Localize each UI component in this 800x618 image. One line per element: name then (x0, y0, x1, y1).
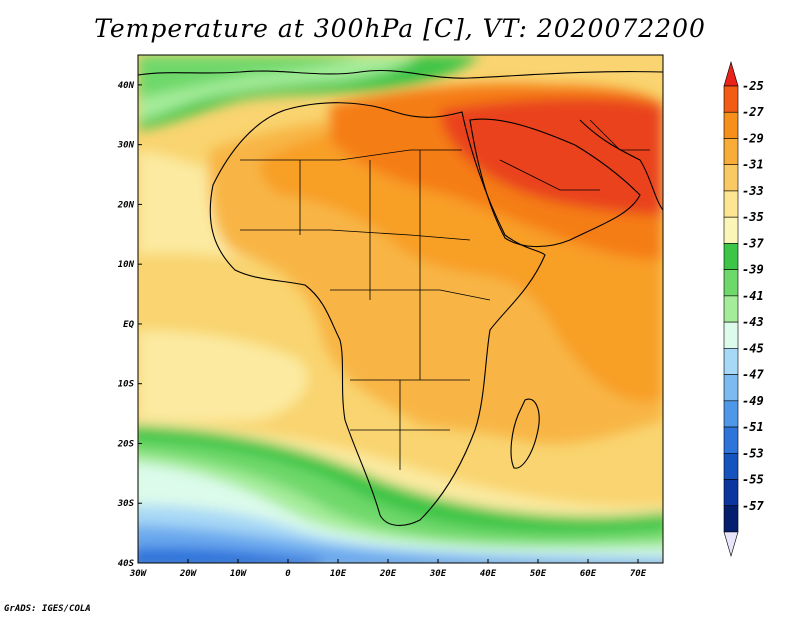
colorbar-label: -57 (742, 499, 764, 513)
lon-tick-label: 40E (480, 569, 497, 579)
lat-tick-label: 40S (118, 559, 135, 569)
footer-credit: GrADS: IGES/COLA (4, 604, 91, 614)
lat-tick-label: 30N (117, 141, 135, 151)
lat-tick-label: 30S (117, 499, 135, 509)
border-central (330, 289, 491, 301)
lat-tick-label: 20S (117, 439, 135, 449)
lon-tick-label: 10W (230, 569, 248, 579)
lon-tick-label: 50E (530, 569, 547, 579)
lat-tick-label: 20N (117, 200, 135, 210)
plot-frame (137, 54, 664, 564)
colorbar-box (723, 295, 739, 323)
field-hot-arabia (440, 98, 663, 215)
lat-tick-label: EQ (123, 320, 134, 330)
colorbar-label: -43 (742, 315, 764, 329)
colorbar-label: -39 (742, 263, 764, 277)
coastlines (138, 69, 663, 526)
colorbar-label: -31 (742, 158, 764, 172)
lon-tick-label: 20E (379, 569, 397, 579)
madagascar-coastline (510, 398, 540, 469)
temperature-field (138, 55, 663, 563)
field-blue-south (138, 525, 663, 563)
colorbar-label: -37 (742, 236, 764, 250)
latitude-labels: 40N 30N 20N 10N EQ 10S 20S 30S 40S (117, 81, 142, 569)
lat-tick-label: 40N (118, 81, 135, 91)
field-pale-atlantic (138, 330, 308, 423)
border-asia (589, 119, 650, 151)
colorbar-label: -49 (742, 394, 764, 408)
colorbar-top-arrow (723, 60, 739, 87)
colorbar-box (723, 138, 739, 166)
asia-coastline (579, 119, 663, 211)
colorbar-box (723, 348, 739, 375)
colorbar: -25 -27 -29 -31 -33 -35 -37 -39 -41 -43 -45 -47 -49 -… (723, 60, 764, 558)
colorbar-box (723, 164, 739, 192)
colorbar-box (723, 321, 739, 349)
colorbar-label: -51 (742, 420, 764, 434)
lat-tick-label: 10N (118, 260, 135, 270)
colorbar-bottom-arrow (723, 531, 739, 558)
colorbar-box (723, 243, 739, 270)
map-title: Temperature at 300hPa [C], VT: 202007220… (94, 14, 706, 43)
lat-tick-label: 10S (118, 380, 135, 390)
lon-tick-label: 10E (330, 569, 347, 579)
arabia-coastline (469, 118, 641, 248)
lon-tick-label: 70E (630, 569, 647, 579)
lon-tick-label: 0 (285, 569, 291, 579)
field-midgreen-north (138, 55, 360, 98)
colorbar-box (723, 452, 739, 480)
lon-tick-label: 60E (580, 569, 597, 579)
lon-tick-label: 20W (179, 569, 198, 579)
colorbar-label: -53 (742, 446, 764, 460)
lon-tick-label: 30E (429, 569, 447, 579)
africa-coastline (209, 102, 546, 526)
colorbar-box (723, 111, 739, 139)
colorbar-box (723, 426, 739, 454)
colorbar-label: -29 (742, 131, 764, 145)
colorbar-box (723, 505, 739, 533)
colorbar-box (723, 216, 739, 244)
colorbar-label: -55 (742, 473, 764, 487)
border-arabia (499, 159, 600, 191)
colorbar-box (723, 85, 739, 113)
border-north-africa (240, 149, 462, 161)
europe-coastline (138, 69, 663, 79)
lon-tick-label: 30W (129, 569, 148, 579)
colorbar-label: -35 (742, 210, 764, 224)
longitude-labels: 30W 20W 10W 0 10E 20E 30E 40E 50E 60E 70E (129, 559, 647, 579)
colorbar-label: -27 (742, 105, 764, 119)
colorbar-box (723, 479, 739, 507)
colorbar-box (723, 374, 739, 402)
colorbar-label: -47 (742, 368, 764, 382)
colorbar-label: -25 (742, 79, 764, 93)
colorbar-label: -33 (742, 184, 764, 198)
colorbar-box (723, 269, 739, 297)
colorbar-box (723, 190, 739, 218)
colorbar-label: -41 (742, 289, 764, 303)
colorbar-label: -45 (742, 341, 764, 355)
field-darkblue-south (138, 547, 320, 563)
colorbar-box (723, 400, 739, 428)
